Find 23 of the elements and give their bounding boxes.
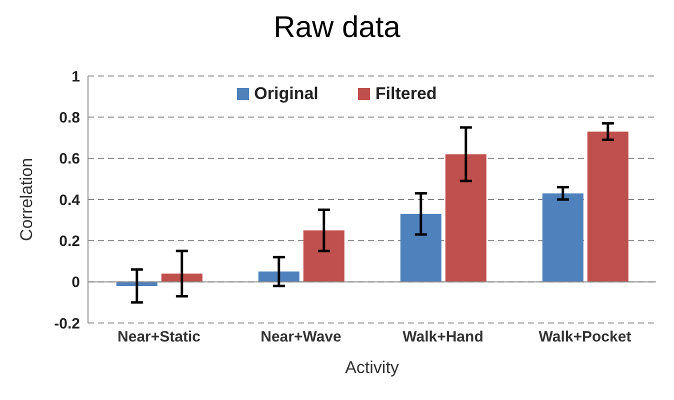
bar: [400, 214, 442, 282]
bar: [303, 230, 344, 282]
legend-label: Original: [253, 84, 318, 104]
bar: [258, 272, 300, 282]
x-tick-label: Walk+Hand: [402, 328, 484, 346]
x-tick-label: Near+Wave: [260, 328, 342, 346]
y-tick-label: 0.6: [59, 150, 80, 168]
x-axis-title: Activity: [345, 358, 400, 377]
y-tick-label: 0.4: [59, 192, 81, 209]
legend-label: Filtered: [374, 84, 437, 104]
y-tick-label: -0.2: [54, 315, 80, 332]
bar: [161, 274, 202, 282]
y-axis-title: Correlation: [17, 158, 36, 242]
bar: [542, 193, 584, 282]
bar: [445, 154, 486, 282]
y-tick-label: 0: [72, 274, 80, 292]
bar: [587, 132, 628, 282]
x-tick-label: Near+Static: [118, 328, 200, 346]
x-tick-label: Walk+Pocket: [538, 328, 632, 346]
y-tick-label: 1: [72, 68, 80, 86]
y-tick-label: 0.8: [59, 109, 80, 126]
chart-title: Raw data: [272, 10, 402, 46]
y-tick-label: 0.2: [59, 232, 80, 250]
